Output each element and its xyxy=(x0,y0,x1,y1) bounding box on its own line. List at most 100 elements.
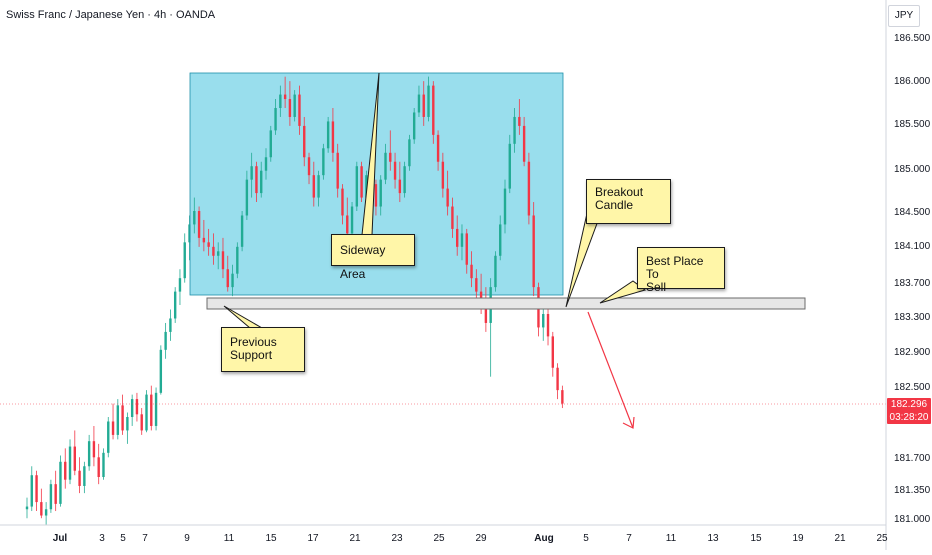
candle-body xyxy=(427,85,430,117)
candle-body xyxy=(527,161,531,216)
candle xyxy=(116,399,120,440)
candle-body xyxy=(494,255,497,288)
candle-body xyxy=(331,121,335,153)
candle-body xyxy=(513,116,516,144)
candle-body xyxy=(355,166,359,207)
candle-body xyxy=(365,175,368,198)
candle-body xyxy=(508,143,511,189)
candle-body xyxy=(150,394,153,426)
time-tick-label: 3 xyxy=(99,533,105,544)
candle xyxy=(307,152,311,185)
candle-body xyxy=(279,94,282,108)
candle-body xyxy=(422,94,425,117)
candle-body xyxy=(460,233,464,247)
candle xyxy=(283,76,287,108)
candle xyxy=(212,233,215,265)
candle xyxy=(217,242,220,270)
candle-body xyxy=(145,394,148,431)
candle xyxy=(484,287,488,332)
candle xyxy=(197,206,201,247)
candle-body xyxy=(193,211,196,225)
candle-body xyxy=(303,125,306,158)
candle xyxy=(441,152,445,198)
candle-body xyxy=(64,461,67,480)
candle xyxy=(154,387,158,431)
candle xyxy=(499,215,502,261)
candle-body xyxy=(499,224,502,256)
candle-body xyxy=(298,94,301,126)
candle-body xyxy=(393,161,397,180)
candle-body xyxy=(164,331,167,350)
best-place-label-line1: Best Place To xyxy=(646,254,704,281)
candle-body xyxy=(73,446,76,471)
candle xyxy=(384,143,387,185)
candle-body xyxy=(68,446,72,480)
candle-body xyxy=(111,421,115,435)
candle xyxy=(188,215,191,261)
candle-body xyxy=(30,475,33,507)
sideway-area-note[interactable]: Sideway Area xyxy=(331,234,415,281)
candle-body xyxy=(389,152,392,162)
candle xyxy=(556,363,559,400)
best-place-note[interactable]: Best Place To Sell xyxy=(637,247,725,294)
candle-body xyxy=(59,461,62,504)
candle xyxy=(417,85,421,117)
candle-body xyxy=(317,175,320,198)
price-tick-label: 183.700 xyxy=(894,278,931,289)
candle xyxy=(40,488,43,519)
candle xyxy=(393,152,397,189)
candle xyxy=(35,470,38,512)
candle-body xyxy=(269,130,272,158)
candle-body xyxy=(350,206,354,234)
candle xyxy=(470,251,473,288)
candle xyxy=(240,211,244,252)
candle xyxy=(551,331,554,377)
candle-body xyxy=(217,251,220,256)
candle-body xyxy=(78,470,81,486)
breakout-candle-note[interactable]: Breakout Candle xyxy=(586,179,671,224)
candle-body xyxy=(130,399,134,417)
price-tick-label: 184.500 xyxy=(894,207,931,218)
candle xyxy=(25,497,29,519)
candle-body xyxy=(532,215,535,288)
candle xyxy=(460,224,464,261)
candle xyxy=(250,152,253,198)
candle-body xyxy=(102,452,105,478)
symbol-title: Swiss Franc / Japanese Yen · 4h · OANDA xyxy=(6,9,216,21)
candle xyxy=(532,202,535,297)
candle-body xyxy=(346,215,349,234)
candle-body xyxy=(465,233,468,265)
candle xyxy=(489,278,492,377)
previous-support-zone[interactable] xyxy=(206,297,806,310)
candle xyxy=(30,466,33,512)
candle-body xyxy=(221,251,225,270)
candle-body xyxy=(183,242,186,279)
breakout-label-line1: Breakout xyxy=(595,185,644,199)
candle xyxy=(78,457,81,494)
candle xyxy=(178,269,182,306)
candle xyxy=(140,408,143,435)
candle-body xyxy=(312,175,315,198)
candle xyxy=(503,179,507,234)
candle xyxy=(130,394,134,426)
candle xyxy=(298,85,301,135)
candle xyxy=(293,90,296,122)
breakout-label-line2: Candle xyxy=(595,198,634,212)
candle-body xyxy=(260,170,263,194)
projection-arrow-head xyxy=(622,416,635,429)
sideway-area-label: Sideway Area xyxy=(340,243,386,281)
candle-body xyxy=(374,184,378,207)
candle xyxy=(279,85,282,117)
candle-body xyxy=(255,166,258,194)
candle xyxy=(422,81,425,126)
candle xyxy=(150,385,153,431)
time-tick-label: 21 xyxy=(834,533,846,544)
candle-body xyxy=(35,475,38,503)
candle xyxy=(374,179,378,216)
currency-selector[interactable]: JPY xyxy=(888,5,920,27)
candle-body xyxy=(107,421,110,453)
previous-support-note[interactable]: Previous Support xyxy=(221,327,305,372)
candle xyxy=(107,417,110,458)
